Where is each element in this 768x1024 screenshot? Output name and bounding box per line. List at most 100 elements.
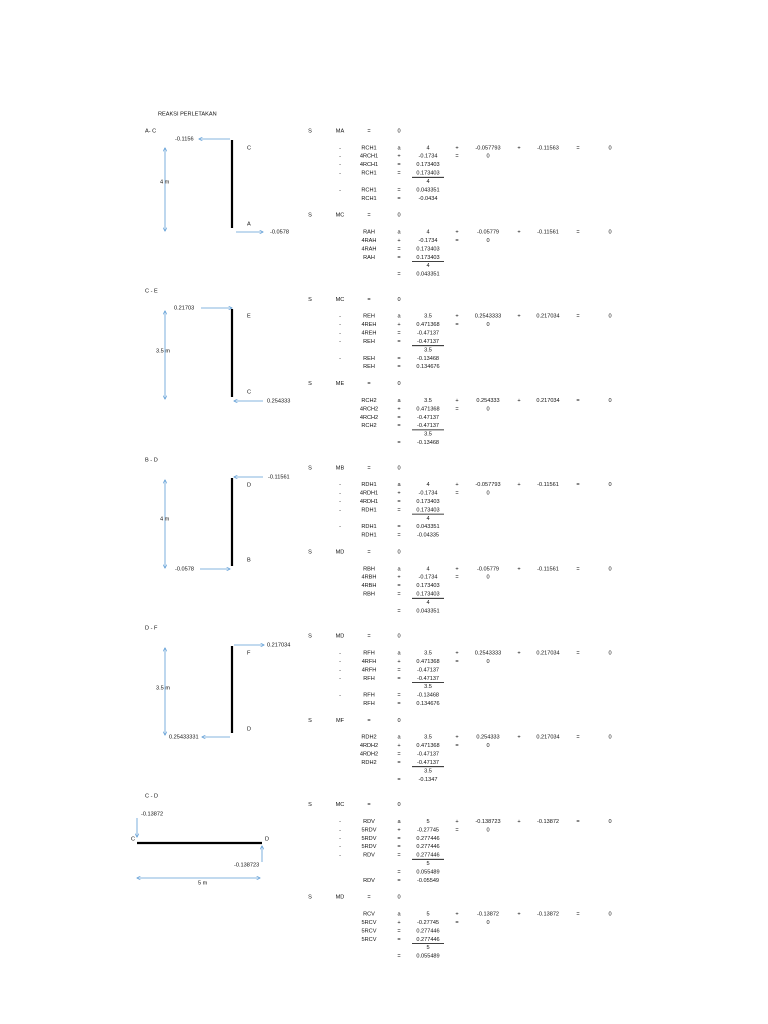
equation-cell: 4 (426, 145, 429, 151)
equation-cell: -0.1734 (419, 238, 438, 244)
equation-cell: = (397, 339, 400, 345)
equation-cell: 0.043351 (416, 187, 439, 193)
equation-cell: -0.1734 (419, 491, 438, 497)
equation-cell: 0.471368 (416, 322, 439, 328)
section-heading: D - F (145, 625, 158, 631)
equation-cell: 0 (608, 819, 611, 825)
equation-cell: = (367, 213, 370, 219)
equation-cell: - (339, 162, 341, 168)
equation-cell: -0.1734 (419, 154, 438, 160)
equation-cell: 5RCV (362, 928, 377, 934)
equation-cell: 0 (397, 718, 400, 724)
equation-cell: - (339, 339, 341, 345)
equation-cell: = (397, 752, 400, 758)
load-label: -0.138723 (234, 862, 259, 868)
equation-cell: = (397, 608, 400, 614)
equation-cell: RDH2 (361, 760, 376, 766)
equation-cell: + (517, 314, 520, 320)
equation-cell: -0.13468 (417, 693, 439, 699)
equation-cell: = (455, 575, 458, 581)
node-label: C (247, 145, 251, 151)
equation-cell: = (397, 878, 400, 884)
equation-cell: -0.47137 (417, 752, 439, 758)
equation-cell: 0.471368 (416, 659, 439, 665)
equation-cell: 4RDH2 (360, 752, 378, 758)
equation-cell: a (397, 314, 401, 320)
equation-cell: 0 (608, 398, 611, 404)
equation-cell: 4RAH (362, 246, 377, 252)
equation-cell: RDV (363, 819, 375, 825)
equation-cell: = (576, 566, 579, 572)
equation-cell: 0.043351 (416, 272, 439, 278)
equation-cell: - (339, 322, 341, 328)
equation-cell: RAH (363, 255, 375, 261)
equation-cell: REH (363, 339, 375, 345)
equation-cell: 0 (397, 213, 400, 219)
equation-cell: RBH (363, 592, 375, 598)
equation-cell: 0.173403 (416, 499, 439, 505)
equation-cell: 5 (426, 819, 429, 825)
equation-cell: = (397, 255, 400, 261)
equation-cell: = (455, 322, 458, 328)
node-label: E (247, 313, 251, 319)
equation-cell: = (367, 718, 370, 724)
equation-cell: 0 (608, 314, 611, 320)
equation-cell: 0 (608, 651, 611, 657)
equation-cell: a (397, 482, 401, 488)
equation-cell: 0.173403 (416, 246, 439, 252)
equation-cell: = (576, 230, 579, 236)
node-label: D (265, 836, 269, 842)
equation-cell: a (397, 398, 401, 404)
equation-cell: 3.5 (424, 314, 432, 320)
equation-cell: 0 (486, 406, 489, 412)
equation-cell: - (339, 819, 341, 825)
length-label: 5 m (198, 880, 208, 886)
equation-cell: - (339, 659, 341, 665)
page-title: REAKSI PERLETAKAN (158, 111, 217, 117)
equation-cell: = (397, 524, 400, 530)
equation-cell: MC (336, 297, 345, 303)
equation-cell: S (308, 549, 312, 555)
equation-cell: MB (336, 465, 345, 471)
equation-cell: - (339, 507, 341, 513)
length-label: 3.5 m (156, 348, 170, 354)
load-label: -0.11561 (268, 474, 290, 480)
equation-cell: 0 (486, 920, 489, 926)
equation-cell: - (339, 187, 341, 193)
equation-cell: RCH1 (361, 187, 376, 193)
equation-cell: REH (363, 356, 375, 362)
equation-cell: = (397, 693, 400, 699)
length-label: 3.5 m (156, 685, 170, 691)
equation-cell: = (397, 836, 400, 842)
equation-cell: + (455, 912, 458, 918)
equation-cell: -0.13872 (477, 912, 499, 918)
equation-cell: = (397, 701, 400, 707)
equation-cell: 0.2543333 (475, 651, 501, 657)
node-label: C (247, 389, 251, 395)
equation-cell: -0.47137 (417, 331, 439, 337)
equation-cell: 0.055489 (416, 869, 439, 875)
equation-cell: = (455, 154, 458, 160)
equation-cell: 3.5 (424, 684, 432, 690)
equation-cell: + (455, 314, 458, 320)
equation-cell: + (397, 154, 400, 160)
equation-cell: 0.254333 (476, 398, 499, 404)
equation-cell: = (455, 238, 458, 244)
equation-cell: = (576, 314, 579, 320)
equation-cell: + (517, 145, 520, 151)
equation-cell: -0.11561 (537, 482, 559, 488)
equation-cell: + (397, 406, 400, 412)
equation-cell: RDH1 (361, 482, 376, 488)
equation-cell: RFH (363, 651, 375, 657)
equation-cell: 3.5 (424, 735, 432, 741)
equation-cell: - (339, 145, 341, 151)
equation-cell: 0.173403 (416, 592, 439, 598)
load-label: 0.25433331 (169, 734, 199, 740)
equation-cell: 0.173403 (416, 507, 439, 513)
equation-cell: = (397, 777, 400, 783)
equation-cell: 0.2543333 (475, 314, 501, 320)
equation-cell: -0.47137 (417, 760, 439, 766)
equation-cell: = (397, 423, 400, 429)
equation-cell: + (455, 566, 458, 572)
